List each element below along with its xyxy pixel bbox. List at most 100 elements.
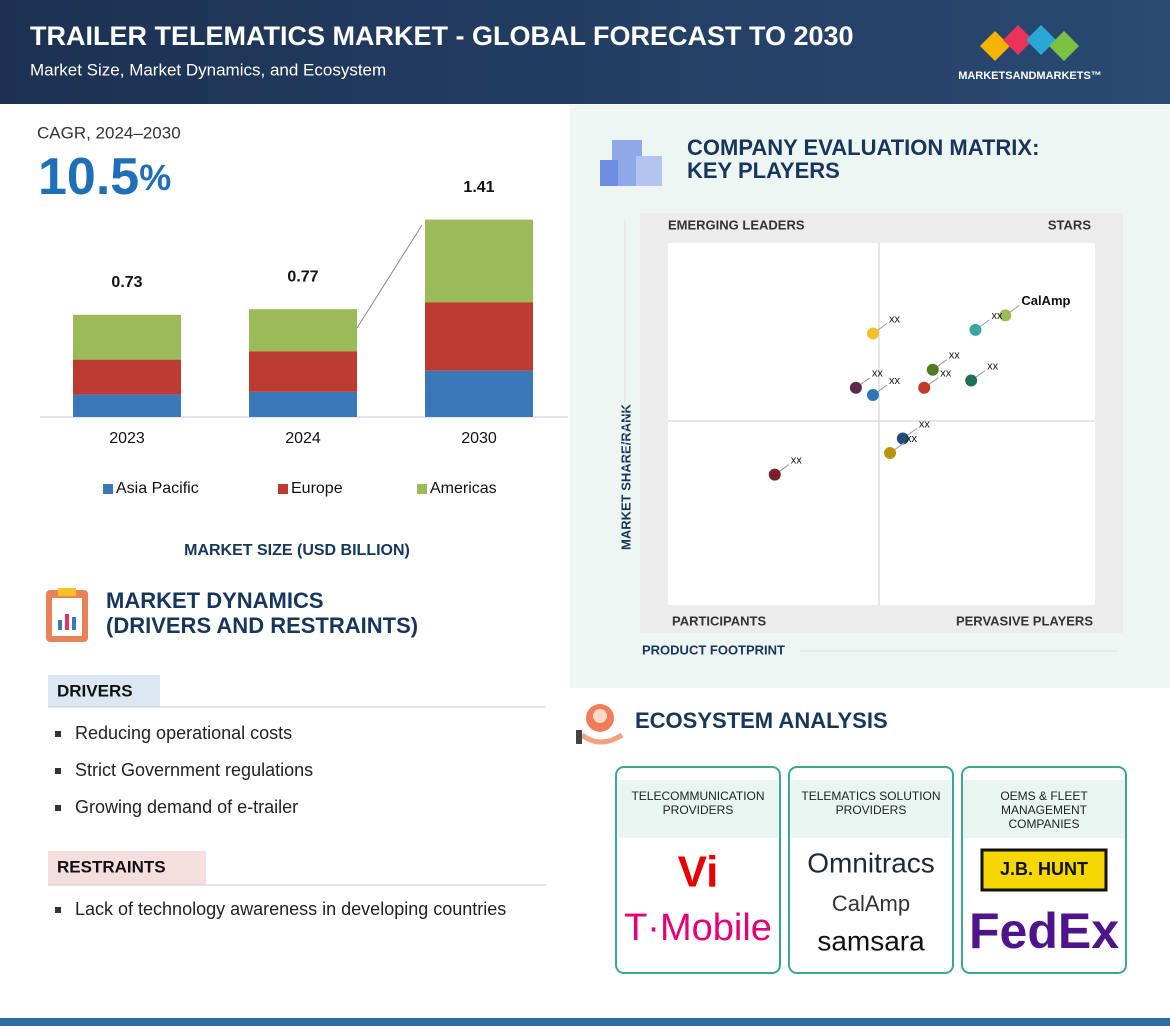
card-header-text: PROVIDERS (836, 803, 907, 817)
legend-swatch (278, 484, 288, 494)
matrix-icon (600, 140, 662, 186)
company-logo: Omnitracs (807, 847, 935, 878)
bullet (55, 907, 61, 913)
point-label: xx (991, 310, 1003, 322)
point (999, 309, 1012, 322)
point (866, 389, 879, 402)
company-logo: samsara (817, 925, 925, 956)
legend-label: Americas (430, 480, 497, 497)
bar-segment (73, 394, 181, 417)
bar-segment (73, 314, 181, 360)
card-header (964, 780, 1124, 838)
total-label: 0.73 (111, 274, 142, 291)
company-logo: T·Mobile (624, 907, 772, 949)
list-item: Growing demand of e-trailer (75, 797, 298, 817)
x-axis-label: PRODUCT FOOTPRINT (642, 642, 785, 657)
point-label: xx (889, 313, 901, 325)
legend-swatch (417, 484, 427, 494)
point (896, 432, 909, 445)
card-header-text: OEMS & FLEET (1000, 789, 1088, 803)
point (965, 374, 978, 387)
bar-segment (425, 219, 533, 303)
drivers-tab (48, 675, 160, 707)
brand-logo (980, 25, 1079, 61)
bullet (55, 805, 61, 811)
card-header (618, 780, 778, 838)
matrix-plot (668, 243, 1095, 605)
point (969, 323, 982, 336)
company-logo: Vi (678, 848, 719, 897)
quadrant-label: PARTICIPANTS (672, 613, 766, 628)
point (926, 363, 939, 376)
point-label: CalAmp (1021, 293, 1070, 308)
bar-segment (249, 309, 357, 352)
restraints-label: RESTRAINTS (57, 857, 166, 876)
point (849, 381, 862, 394)
point (866, 327, 879, 340)
point-label: xx (791, 455, 803, 467)
header-band (0, 0, 1170, 104)
list-item: Lack of technology awareness in developi… (75, 899, 506, 919)
bar-segment (425, 302, 533, 371)
bar-segment (249, 391, 357, 417)
point-label: xx (906, 433, 918, 445)
footer-band (0, 1018, 1170, 1026)
logo-plate (980, 848, 1108, 892)
point (768, 468, 781, 481)
y-axis-label: MARKET SHARE/RANK (618, 404, 633, 551)
card-header-text: PROVIDERS (663, 803, 734, 817)
cagr-value: 10.5% (38, 148, 171, 206)
ecosystem-title: ECOSYSTEM ANALYSIS (635, 708, 888, 733)
cagr-number: 10.5 (38, 148, 139, 206)
point-label: xx (889, 375, 901, 387)
legend-label: Europe (291, 480, 343, 497)
page-subtitle: Market Size, Market Dynamics, and Ecosys… (30, 60, 386, 79)
ecosystem-icon (576, 704, 624, 745)
company-logo: CalAmp (832, 891, 910, 916)
quadrant-label: STARS (1048, 217, 1091, 232)
x-tick-label: 2030 (461, 430, 497, 447)
cagr-label: CAGR, 2024–2030 (37, 123, 181, 142)
legend-label: Asia Pacific (116, 480, 199, 497)
dynamics-subtitle: (DRIVERS AND RESTRAINTS) (106, 613, 418, 638)
restraints-tab (48, 851, 206, 885)
x-tick-label: 2023 (109, 430, 145, 447)
card-header-text: TELECOMMUNICATION (631, 789, 764, 803)
total-label: 1.41 (463, 179, 494, 196)
list-item: Reducing operational costs (75, 723, 292, 743)
drivers-label: DRIVERS (57, 681, 133, 700)
point (918, 381, 931, 394)
point-label: xx (919, 418, 931, 430)
cagr-unit: % (139, 157, 171, 198)
company-logo: FedEx (969, 903, 1119, 959)
legend-swatch (103, 484, 113, 494)
card-header-text: TELEMATICS SOLUTION (801, 789, 940, 803)
bar-segment (425, 370, 533, 417)
card-header (791, 780, 951, 838)
total-label: 0.77 (287, 268, 318, 285)
growth-arrow (356, 224, 423, 329)
point (884, 446, 897, 459)
page-title: TRAILER TELEMATICS MARKET - GLOBAL FOREC… (30, 21, 854, 51)
point-label: xx (872, 368, 884, 380)
quadrant-label: EMERGING LEADERS (668, 217, 805, 232)
bar-segment (73, 359, 181, 395)
point-label: xx (949, 350, 961, 362)
x-tick-label: 2024 (285, 430, 321, 447)
dynamics-title: MARKET DYNAMICS (106, 588, 324, 613)
quadrant-label: PERVASIVE PLAYERS (956, 613, 1093, 628)
company-logo: J.B. HUNT (1000, 859, 1088, 879)
bullet (55, 731, 61, 737)
card-header-text: MANAGEMENT (1001, 803, 1088, 817)
point-label: xx (987, 360, 999, 372)
card-header-text: COMPANIES (1008, 817, 1079, 831)
bullet (55, 768, 61, 774)
brand: MARKETSANDMARKETS™ (958, 70, 1102, 82)
point-label: xx (940, 368, 952, 380)
list-item: Strict Government regulations (75, 760, 313, 780)
matrix-subtitle: KEY PLAYERS (687, 158, 840, 183)
matrix-title: COMPANY EVALUATION MATRIX: (687, 135, 1039, 160)
bar-segment (249, 351, 357, 392)
dynamics-icon (46, 588, 88, 642)
